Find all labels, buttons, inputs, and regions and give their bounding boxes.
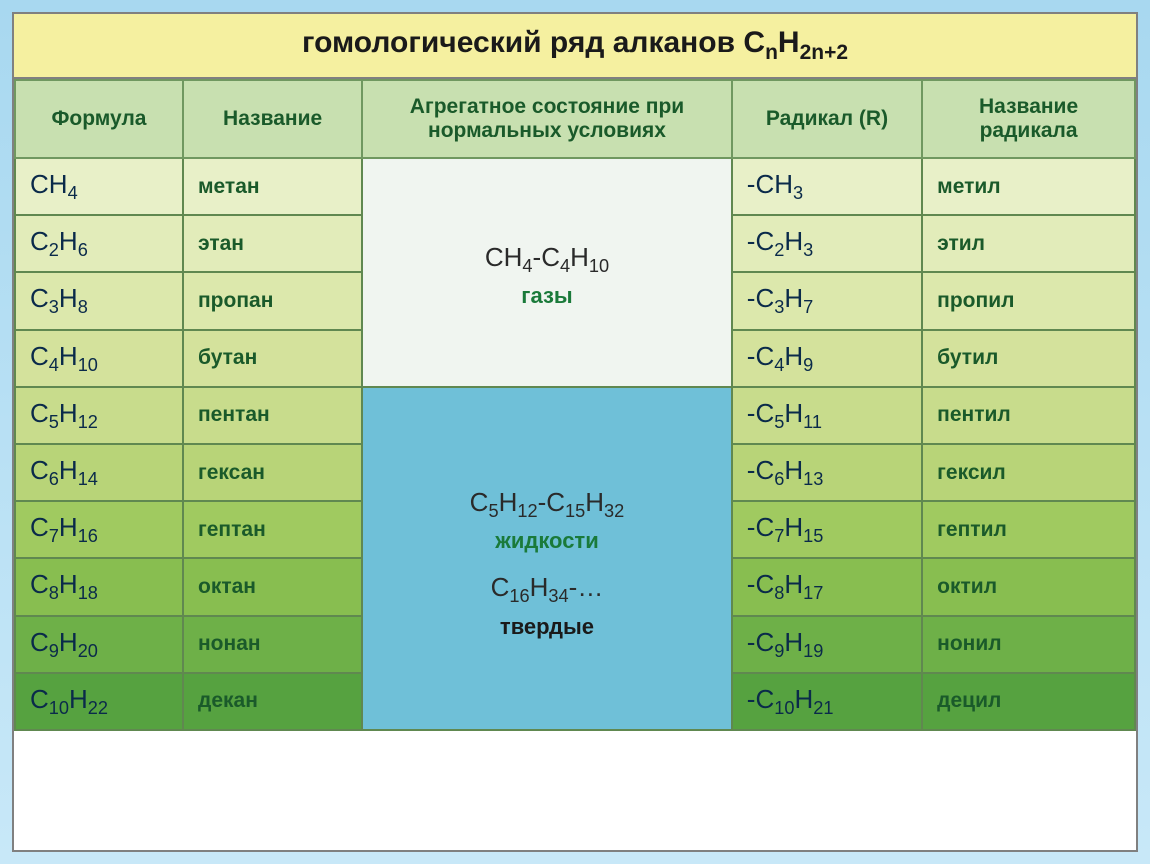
name-cell: бутан [183, 330, 362, 387]
radical-cell: -C9H19 [732, 616, 922, 673]
formula-cell: C8H18 [15, 558, 183, 615]
formula-cell: C7H16 [15, 501, 183, 558]
col-state: Агрегатное состояние при нормальных усло… [362, 80, 732, 158]
title-text-pre: гомологический ряд алканов С [302, 26, 765, 59]
alkanes-table: Формула Название Агрегатное состояние пр… [14, 79, 1136, 731]
name-cell: октан [183, 558, 362, 615]
name-cell: гептан [183, 501, 362, 558]
radical-name-cell: нонил [922, 616, 1135, 673]
col-name: Название [183, 80, 362, 158]
radical-name-cell: пропил [922, 272, 1135, 329]
name-cell: пропан [183, 272, 362, 329]
radical-cell: -C8H17 [732, 558, 922, 615]
name-cell: метан [183, 158, 362, 215]
state-gas: CH4-C4H10газы [362, 158, 732, 387]
formula-cell: C2H6 [15, 215, 183, 272]
title-text-mid: H [778, 26, 800, 59]
title-sub2: 2n+2 [800, 41, 848, 64]
radical-name-cell: октил [922, 558, 1135, 615]
radical-name-cell: бутил [922, 330, 1135, 387]
radical-cell: -C7H15 [732, 501, 922, 558]
radical-name-cell: пентил [922, 387, 1135, 444]
name-cell: пентан [183, 387, 362, 444]
col-formula: Формула [15, 80, 183, 158]
radical-name-cell: гептил [922, 501, 1135, 558]
table-title: гомологический ряд алканов СnH2n+2 [14, 14, 1136, 79]
name-cell: декан [183, 673, 362, 730]
name-cell: нонан [183, 616, 362, 673]
table-container: гомологический ряд алканов СnH2n+2 Форму… [12, 12, 1138, 852]
radical-name-cell: этил [922, 215, 1135, 272]
col-radical: Радикал (R) [732, 80, 922, 158]
radical-cell: -C6H13 [732, 444, 922, 501]
name-cell: гексан [183, 444, 362, 501]
state-liquid-solid: C5H12-C15H32жидкостиC16H34-…твердые [362, 387, 732, 730]
radical-cell: -C10H21 [732, 673, 922, 730]
formula-cell: C9H20 [15, 616, 183, 673]
formula-cell: C3H8 [15, 272, 183, 329]
title-sub1: n [765, 41, 778, 64]
formula-cell: C4H10 [15, 330, 183, 387]
formula-cell: C5H12 [15, 387, 183, 444]
radical-name-cell: метил [922, 158, 1135, 215]
radical-name-cell: децил [922, 673, 1135, 730]
radical-cell: -C5H11 [732, 387, 922, 444]
radical-cell: -C3H7 [732, 272, 922, 329]
formula-cell: C10H22 [15, 673, 183, 730]
header-row: Формула Название Агрегатное состояние пр… [15, 80, 1135, 158]
formula-cell: CH4 [15, 158, 183, 215]
col-radical-name: Название радикала [922, 80, 1135, 158]
radical-name-cell: гексил [922, 444, 1135, 501]
radical-cell: -C4H9 [732, 330, 922, 387]
table-row: C5H12пентанC5H12-C15H32жидкостиC16H34-…т… [15, 387, 1135, 444]
table-row: CH4метанCH4-C4H10газы-CH3метил [15, 158, 1135, 215]
radical-cell: -C2H3 [732, 215, 922, 272]
name-cell: этан [183, 215, 362, 272]
radical-cell: -CH3 [732, 158, 922, 215]
formula-cell: C6H14 [15, 444, 183, 501]
